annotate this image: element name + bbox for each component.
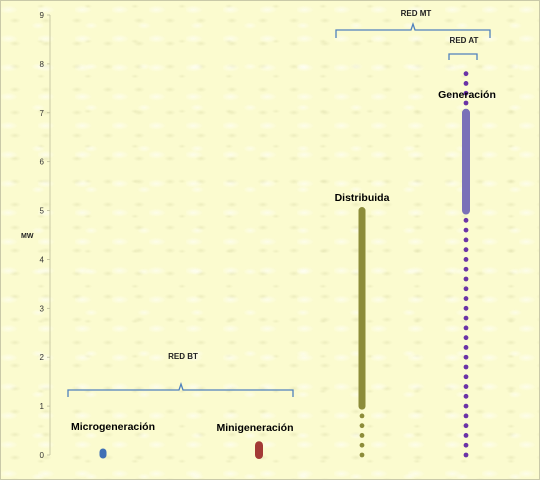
generacion-dot [463, 325, 469, 331]
generacion-dot [463, 227, 469, 233]
brace-red-bt-label: RED BT [168, 352, 198, 361]
generacion-dot [463, 100, 469, 106]
generacion-dot [463, 276, 469, 282]
generacion-dot [463, 296, 469, 301]
label-microgeneracion: Microgeneración [71, 421, 155, 433]
generacion-dot [463, 335, 469, 341]
generacion-dot [463, 266, 469, 272]
generacion-dot [463, 403, 469, 409]
y-tick-label: 1 [40, 402, 45, 411]
generacion-dot [463, 413, 469, 419]
minigeneracion-band [255, 441, 263, 459]
distribuida-dot [359, 442, 365, 448]
generacion-dot [463, 423, 469, 429]
label-generacion: Generación [438, 89, 496, 101]
brace-red-at-shape [448, 53, 478, 60]
microgeneracion-band [99, 448, 107, 459]
label-distribuida: Distribuida [335, 192, 390, 204]
series-marks [99, 71, 470, 459]
y-tick-label: 9 [40, 11, 45, 20]
generacion-dot [463, 384, 469, 389]
brace-red-bt: RED BT [67, 352, 294, 397]
y-axis-label: MW [21, 233, 34, 240]
y-tick-label: 6 [40, 158, 45, 167]
brace-red-mt-label: RED MT [401, 9, 432, 18]
generacion-dot [463, 433, 469, 438]
label-minigeneracion: Minigeneración [216, 422, 293, 434]
y-tick-label: 0 [40, 451, 45, 460]
generacion-dot [463, 247, 469, 253]
distribuida-dot [359, 413, 365, 419]
brace-red-at-label: RED AT [450, 36, 479, 45]
y-tick-label: 3 [40, 304, 45, 313]
generacion-dot [463, 354, 469, 360]
distribuida-band [358, 207, 366, 410]
y-tick-label: 4 [40, 255, 45, 264]
y-tick-label: 5 [40, 207, 45, 216]
generacion-dot [463, 393, 469, 399]
generacion-dot [463, 286, 469, 292]
brace-red-mt-shape [335, 21, 491, 38]
generacion-dot [463, 364, 469, 370]
generacion-dot [463, 237, 469, 243]
y-tick-label: 2 [40, 353, 45, 362]
distribuida-dot [359, 433, 365, 438]
generacion-dot [463, 305, 469, 311]
brace-red-bt-shape [67, 381, 294, 397]
generacion-dot [463, 315, 469, 321]
generacion-dot [463, 345, 469, 350]
generacion-dot [463, 90, 469, 96]
generacion-dot [463, 71, 469, 77]
generacion-dot [463, 374, 469, 380]
y-tick-label: 8 [40, 60, 45, 69]
brace-red-at: RED AT [448, 36, 479, 60]
brace-red-mt: RED MT [335, 9, 491, 38]
distribuida-dot [359, 452, 365, 458]
y-ticks: 0 1 2 3 4 5 6 7 8 9 [40, 11, 50, 460]
generacion-dot [463, 217, 469, 223]
y-tick-label: 7 [40, 109, 45, 118]
distribuida-dot [359, 423, 365, 429]
generacion-dot [463, 257, 469, 262]
generacion-dot [463, 442, 469, 448]
generacion-band [462, 108, 470, 215]
generacion-dot [463, 452, 469, 458]
generacion-dot [463, 81, 469, 86]
